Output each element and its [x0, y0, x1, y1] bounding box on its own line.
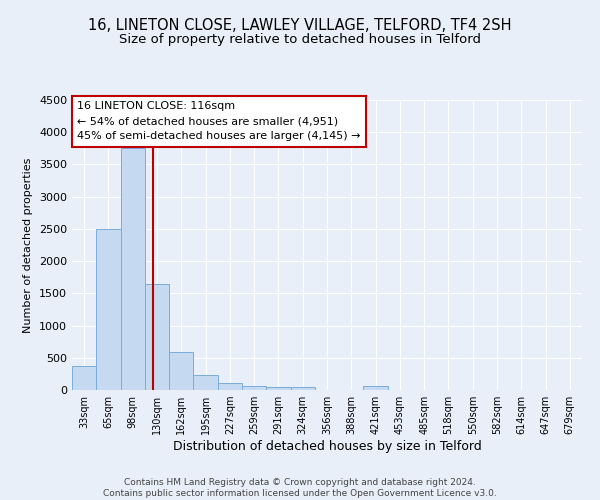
Bar: [266, 388, 290, 390]
Bar: [242, 386, 266, 390]
Text: 16 LINETON CLOSE: 116sqm
← 54% of detached houses are smaller (4,951)
45% of sem: 16 LINETON CLOSE: 116sqm ← 54% of detach…: [77, 102, 361, 141]
Bar: [169, 352, 193, 390]
Bar: [72, 366, 96, 390]
Bar: [364, 386, 388, 390]
Bar: [193, 375, 218, 390]
Text: 16, LINETON CLOSE, LAWLEY VILLAGE, TELFORD, TF4 2SH: 16, LINETON CLOSE, LAWLEY VILLAGE, TELFO…: [88, 18, 512, 32]
Bar: [145, 284, 169, 390]
Bar: [218, 383, 242, 390]
X-axis label: Distribution of detached houses by size in Telford: Distribution of detached houses by size …: [173, 440, 481, 453]
Bar: [290, 388, 315, 390]
Y-axis label: Number of detached properties: Number of detached properties: [23, 158, 34, 332]
Bar: [96, 229, 121, 390]
Text: Contains HM Land Registry data © Crown copyright and database right 2024.
Contai: Contains HM Land Registry data © Crown c…: [103, 478, 497, 498]
Text: Size of property relative to detached houses in Telford: Size of property relative to detached ho…: [119, 32, 481, 46]
Bar: [121, 148, 145, 390]
